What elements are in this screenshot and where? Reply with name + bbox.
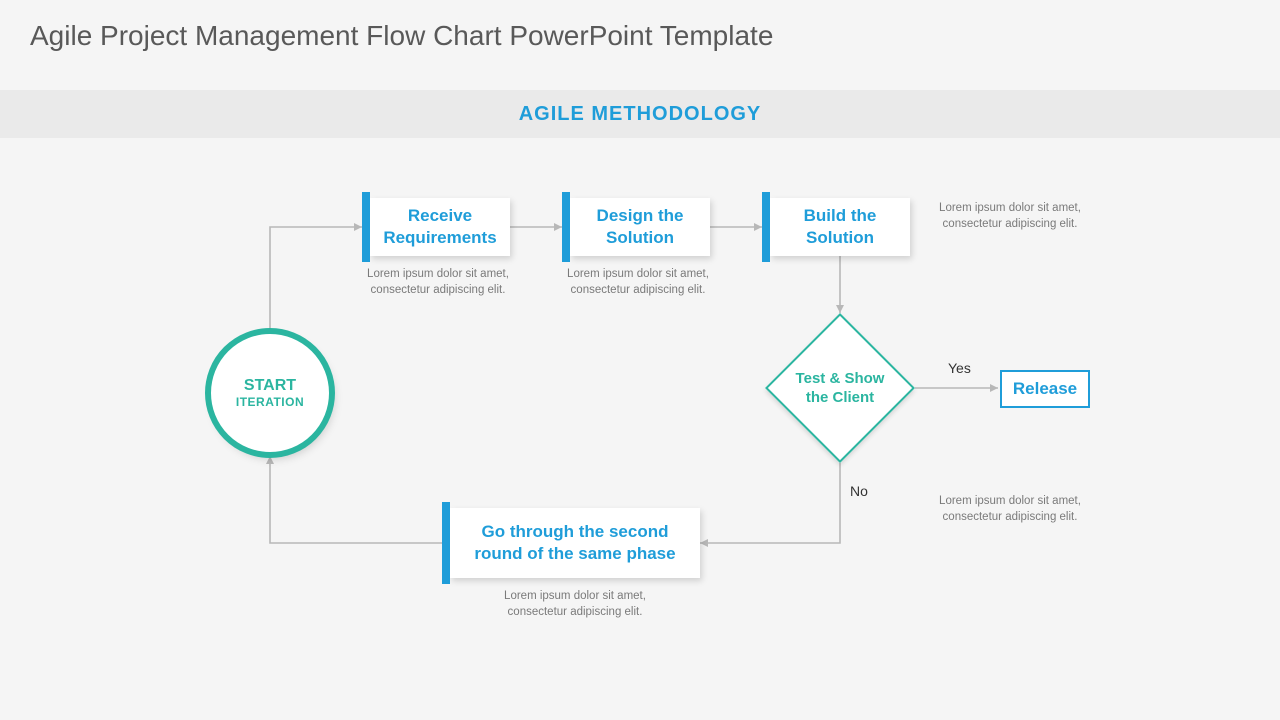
decision-node: Test & Show the Client (765, 313, 915, 463)
arrow-head (836, 305, 844, 313)
node-accent (562, 192, 570, 262)
node-label: Build the Solution (782, 205, 898, 249)
node-design: Design the Solution (570, 198, 710, 256)
node-desc-repeat: Lorem ipsum dolor sit amet, consectetur … (495, 588, 655, 620)
release-node: Release (1000, 370, 1090, 408)
node-desc-build: Lorem ipsum dolor sit amet, consectetur … (930, 200, 1090, 232)
arrow-head (700, 539, 708, 547)
node-build: Build the Solution (770, 198, 910, 256)
connector-repeat-to-start (270, 456, 450, 543)
arrow-head (354, 223, 362, 231)
edge-label-yes: Yes (948, 360, 971, 376)
node-accent (442, 502, 450, 584)
node-desc-receive: Lorem ipsum dolor sit amet, consectetur … (358, 266, 518, 298)
connector-decision-to-repeat (700, 463, 840, 543)
start-node: START ITERATION (210, 333, 330, 453)
subtitle-text: AGILE METHODOLOGY (519, 103, 762, 126)
flowchart-canvas: START ITERATION Receive Requirements Lore… (0, 138, 1280, 720)
node-accent (762, 192, 770, 262)
edge-label-no: No (850, 483, 868, 499)
node-receive: Receive Requirements (370, 198, 510, 256)
node-accent (362, 192, 370, 262)
decision-desc: Lorem ipsum dolor sit amet, consectetur … (930, 493, 1090, 525)
node-desc-design: Lorem ipsum dolor sit amet, consectetur … (558, 266, 718, 298)
arrow-head (754, 223, 762, 231)
node-label: Go through the second round of the same … (462, 521, 688, 565)
arrow-head (990, 384, 998, 392)
node-repeat: Go through the second round of the same … (450, 508, 700, 578)
start-ring (205, 328, 335, 458)
node-label: Design the Solution (582, 205, 698, 249)
node-label: Receive Requirements (382, 205, 498, 249)
arrow-head (554, 223, 562, 231)
decision-label: Test & Show the Client (765, 313, 915, 463)
release-label: Release (1013, 379, 1077, 399)
connector-start-to-receive (270, 227, 362, 336)
subtitle-bar: AGILE METHODOLOGY (0, 90, 1280, 138)
page-title: Agile Project Management Flow Chart Powe… (30, 20, 773, 52)
